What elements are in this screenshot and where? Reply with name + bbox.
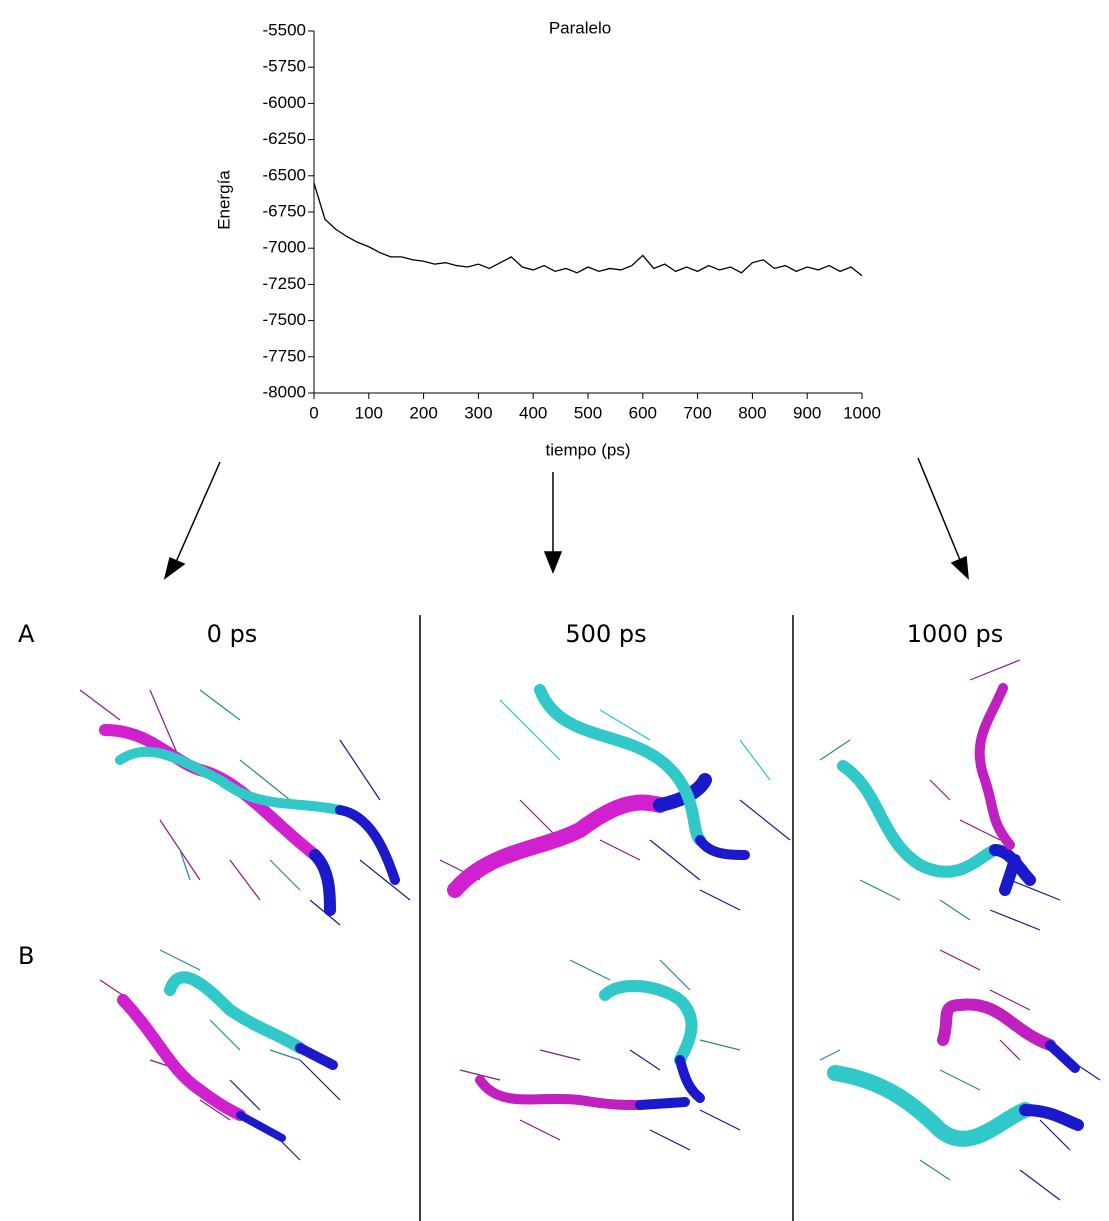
x-tick-label: 1000 — [843, 403, 881, 422]
row-label: B — [18, 942, 34, 970]
x-tick-label: 500 — [574, 403, 602, 422]
x-tick-label: 100 — [355, 403, 383, 422]
y-tick-label: -5750 — [263, 57, 306, 76]
y-tick-label: -8000 — [263, 382, 306, 401]
data-line — [313, 182, 863, 277]
y-tick-label: -5500 — [263, 20, 306, 39]
x-tick-label: 700 — [683, 403, 711, 422]
column-label: 1000 ps — [907, 620, 1003, 648]
x-tick-label: 300 — [464, 403, 492, 422]
x-tick-label: 900 — [793, 403, 821, 422]
x-tick-label: 800 — [738, 403, 766, 422]
y-tick-label: -6750 — [263, 201, 306, 220]
x-tick-label: 200 — [409, 403, 437, 422]
arrows — [163, 457, 969, 580]
y-axis-label: Energía — [214, 170, 233, 230]
x-tick-label: 600 — [629, 403, 657, 422]
molecule-images — [79, 659, 1101, 1201]
y-tick-label: -6000 — [263, 93, 306, 112]
x-tick-label: 0 — [309, 403, 318, 422]
chart-title: Paralelo — [549, 18, 611, 37]
y-tick-label: -7750 — [263, 346, 306, 365]
y-tick-label: -7500 — [263, 310, 306, 329]
y-tick-label: -7250 — [263, 274, 306, 293]
x-axis-label: tiempo (ps) — [545, 440, 630, 459]
y-tick-label: -7000 — [263, 238, 306, 257]
column-label: 500 ps — [565, 620, 646, 648]
x-tick-label: 400 — [519, 403, 547, 422]
y-tick-label: -6500 — [263, 165, 306, 184]
y-tick-label: -6250 — [263, 129, 306, 148]
column-label: 0 ps — [207, 620, 258, 648]
row-label: A — [18, 620, 35, 648]
